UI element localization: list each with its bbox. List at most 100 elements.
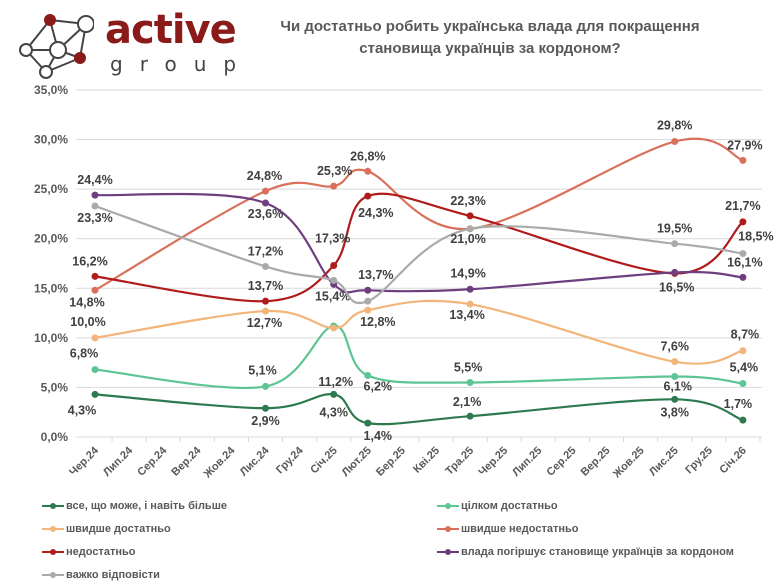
data-point (364, 419, 372, 427)
data-label: 2,9% (251, 414, 280, 428)
x-tick-label: Лют.25 (340, 445, 374, 479)
data-point (330, 276, 338, 284)
x-tick-label: Жов.25 (610, 445, 646, 481)
data-label: 12,8% (360, 315, 395, 329)
data-label: 23,3% (77, 211, 112, 225)
legend-item: цілком достатньо (437, 500, 558, 512)
data-label: 16,1% (727, 255, 762, 269)
series-line-4 (94, 137, 744, 292)
data-point (739, 218, 747, 226)
data-label: 1,7% (724, 397, 753, 411)
data-point (262, 187, 269, 195)
series-line-7 (94, 204, 744, 305)
data-point (364, 372, 372, 380)
legend-swatch (42, 572, 64, 578)
data-label: 4,3% (319, 405, 348, 419)
y-tick-label: 35,0% (34, 83, 68, 97)
data-label: 5,4% (730, 360, 759, 374)
y-tick-label: 5,0% (41, 380, 69, 394)
y-tick-label: 25,0% (34, 182, 68, 196)
data-point (262, 382, 269, 390)
data-point (91, 202, 99, 210)
data-label: 17,3% (315, 231, 350, 245)
data-point (91, 286, 99, 294)
data-label: 3,8% (660, 405, 689, 419)
series-line-6 (94, 192, 743, 294)
data-point (739, 156, 747, 164)
legend-swatch (437, 549, 459, 555)
data-point (364, 297, 372, 305)
data-label: 21,0% (450, 232, 485, 246)
legend-swatch (42, 549, 64, 555)
x-tick-label: Кві.25 (411, 445, 442, 476)
legend-item: все, що може, і навіть більше (42, 500, 227, 512)
x-tick-label: Вер.24 (169, 444, 204, 479)
data-label: 24,8% (247, 169, 282, 183)
data-point (330, 182, 338, 190)
legend-item: недостатньо (42, 546, 135, 558)
data-point (262, 262, 269, 270)
data-point (671, 373, 679, 381)
data-point (466, 378, 474, 386)
data-point (739, 273, 747, 281)
data-point (671, 138, 679, 146)
data-label: 6,8% (70, 347, 99, 361)
data-point (364, 286, 372, 294)
x-tick-label: Гру.25 (683, 445, 715, 477)
data-point (330, 324, 338, 332)
data-point (91, 390, 99, 398)
data-label: 26,8% (350, 149, 385, 163)
data-label: 17,2% (248, 244, 283, 258)
data-point (330, 261, 338, 269)
data-label: 2,1% (453, 395, 482, 409)
legend-label: важко відповісти (66, 569, 160, 581)
data-label: 22,3% (450, 194, 485, 208)
legend-swatch (42, 503, 64, 509)
y-tick-label: 10,0% (34, 331, 68, 345)
data-point (262, 297, 269, 305)
data-point (671, 268, 679, 276)
data-label: 18,5% (738, 230, 773, 244)
y-tick-label: 30,0% (34, 133, 68, 147)
data-label: 16,5% (659, 280, 694, 294)
legend-swatch (437, 503, 459, 509)
x-tick-label: Вер.25 (579, 445, 613, 479)
data-point (262, 307, 269, 315)
data-label: 14,8% (69, 295, 104, 309)
data-label: 19,5% (657, 222, 692, 236)
logo-network-icon (19, 14, 94, 79)
data-point (466, 412, 474, 420)
legend-label: швидше достатньо (66, 523, 171, 535)
legend-item: важко відповісти (42, 569, 160, 581)
data-label: 27,9% (727, 138, 762, 152)
x-tick-label: Лип.24 (101, 444, 136, 479)
data-point (91, 334, 99, 342)
legend-swatch (437, 526, 459, 532)
x-tick-label: Тра.25 (443, 445, 476, 478)
legend-label: влада погіршує становище українців за ко… (461, 546, 734, 558)
data-point (262, 404, 269, 412)
data-label: 24,3% (358, 206, 393, 220)
data-point (671, 240, 679, 248)
data-label: 4,3% (68, 403, 97, 417)
data-label: 21,7% (725, 199, 760, 213)
x-tick-label: Сер.24 (135, 444, 170, 479)
data-point (262, 199, 269, 207)
y-tick-label: 0,0% (41, 430, 69, 444)
data-point (739, 250, 747, 258)
data-point (91, 272, 99, 280)
data-label: 7,6% (660, 340, 689, 354)
data-point (466, 225, 474, 233)
logo-subtext: group (110, 52, 254, 76)
x-tick-label: Чер.24 (67, 444, 101, 478)
data-label: 13,7% (358, 268, 393, 282)
legend-label: недостатньо (66, 546, 136, 558)
data-point (364, 306, 372, 314)
series-line-1 (94, 393, 744, 426)
line-chart: 0,0% 5,0% 10,0% 15,0% 20,0% 25,0% 30,0% 35,0% Че… (34, 83, 774, 481)
legend-label: швидше недостатньо (461, 523, 579, 535)
data-label: 13,4% (449, 308, 484, 322)
legend-label: все, що може, і навіть більше (66, 500, 227, 512)
x-tick-label: Чер.25 (476, 445, 510, 479)
series-line-5 (94, 192, 744, 303)
